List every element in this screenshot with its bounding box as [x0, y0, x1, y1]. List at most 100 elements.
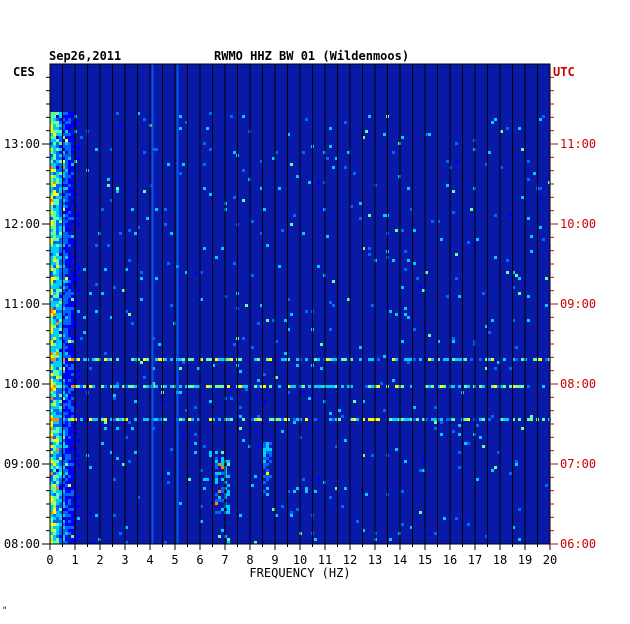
spectrogram-cell	[131, 208, 134, 211]
spectrogram-cell	[50, 364, 53, 367]
spectrogram-cell	[287, 328, 290, 331]
spectrogram-cell	[71, 508, 74, 511]
spectrogram-cell	[59, 358, 62, 361]
spectrogram-cell	[65, 313, 68, 316]
spectrogram-cell	[68, 343, 71, 346]
spectrogram-cell	[62, 154, 65, 157]
spectrogram-cell	[53, 163, 56, 166]
spectrogram-cell	[221, 466, 224, 469]
spectrogram-cell	[65, 124, 68, 127]
spectrogram-cell	[59, 322, 62, 325]
spectrogram-cell	[56, 358, 59, 361]
spectrogram-cell	[56, 472, 59, 475]
spectrogram-cell	[329, 127, 332, 130]
spectrogram-cell	[272, 508, 275, 511]
spectrogram-cell	[518, 508, 521, 511]
x-tick-label: 2	[96, 553, 103, 567]
spectrogram-cell	[242, 418, 245, 421]
spectrogram-cell	[56, 406, 59, 409]
spectrogram-cell	[221, 508, 224, 511]
spectrogram-cell	[464, 385, 467, 388]
spectrogram-cell	[50, 424, 53, 427]
spectrogram-cell	[68, 511, 71, 514]
spectrogram-cell	[182, 163, 185, 166]
spectrogram-cell	[50, 199, 53, 202]
spectrogram-cell	[59, 418, 62, 421]
spectrogram-cell	[65, 340, 68, 343]
spectrogram-cell	[215, 460, 218, 463]
spectrogram-cell	[56, 115, 59, 118]
spectrogram-cell	[146, 385, 149, 388]
spectrogram-cell	[464, 358, 467, 361]
spectrogram-cell	[65, 178, 68, 181]
spectrogram-cell	[263, 466, 266, 469]
spectrogram-cell	[104, 268, 107, 271]
spectrogram-cell	[53, 181, 56, 184]
spectrogram-cell	[59, 436, 62, 439]
spectrogram-cell	[53, 244, 56, 247]
spectrogram-cell	[50, 346, 53, 349]
spectrogram-cell	[167, 472, 170, 475]
spectrogram-cell	[50, 262, 53, 265]
spectrogram-cell	[53, 118, 56, 121]
spectrogram-cell	[71, 181, 74, 184]
spectrogram-cell	[68, 436, 71, 439]
spectrogram-cell	[65, 163, 68, 166]
spectrogram-cell	[62, 331, 65, 334]
spectrogram-cell	[65, 256, 68, 259]
spectrogram-cell	[56, 280, 59, 283]
spectrogram-cell	[506, 271, 509, 274]
spectrogram-cell	[56, 409, 59, 412]
spectrogram-cell	[50, 211, 53, 214]
spectrogram-cell	[59, 169, 62, 172]
spectrogram-cell	[50, 394, 53, 397]
spectrogram-cell	[269, 454, 272, 457]
spectrogram-cell	[530, 415, 533, 418]
spectrogram-cell	[62, 346, 65, 349]
spectrogram-cell	[482, 418, 485, 421]
spectrogram-cell	[62, 493, 65, 496]
spectrogram-cell	[266, 463, 269, 466]
spectrogram-cell	[53, 499, 56, 502]
spectrogram-cell	[122, 289, 125, 292]
spectrogram-cell	[59, 481, 62, 484]
spectrogram-cell	[371, 454, 374, 457]
spectrogram-cell	[356, 418, 359, 421]
spectrogram-cell	[242, 385, 245, 388]
spectrogram-cell	[59, 478, 62, 481]
spectrogram-cell	[62, 265, 65, 268]
spectrogram-cell	[65, 268, 68, 271]
x-tick-label: 3	[121, 553, 128, 567]
spectrogram-cell	[227, 538, 230, 541]
spectrogram-cell	[65, 376, 68, 379]
spectrogram-cell	[287, 385, 290, 388]
spectrogram-cell	[221, 247, 224, 250]
spectrogram-cell	[59, 160, 62, 163]
spectrogram-cell	[65, 157, 68, 160]
spectrogram-cell	[59, 496, 62, 499]
spectrogram-cell	[167, 163, 170, 166]
spectrogram-cell	[71, 301, 74, 304]
spectrogram-cell	[50, 145, 53, 148]
spectrogram-cell	[62, 385, 65, 388]
spectrogram-cell	[221, 385, 224, 388]
spectrogram-cell	[65, 532, 68, 535]
spectrogram-cell	[83, 385, 86, 388]
spectrogram-cell	[59, 373, 62, 376]
spectrogram-cell	[266, 478, 269, 481]
spectrogram-cell	[56, 436, 59, 439]
spectrogram-cell	[68, 259, 71, 262]
spectrogram-cell	[62, 160, 65, 163]
spectrogram-cell	[53, 124, 56, 127]
spectrogram-cell	[230, 115, 233, 118]
spectrogram-cell	[56, 304, 59, 307]
spectrogram-cell	[179, 502, 182, 505]
spectrogram-cell	[62, 130, 65, 133]
spectrogram-cell	[68, 382, 71, 385]
spectrogram-cell	[488, 358, 491, 361]
spectrogram-cell	[119, 124, 122, 127]
spectrogram-cell	[389, 310, 392, 313]
spectrogram-cell	[53, 130, 56, 133]
spectrogram-cell	[140, 298, 143, 301]
